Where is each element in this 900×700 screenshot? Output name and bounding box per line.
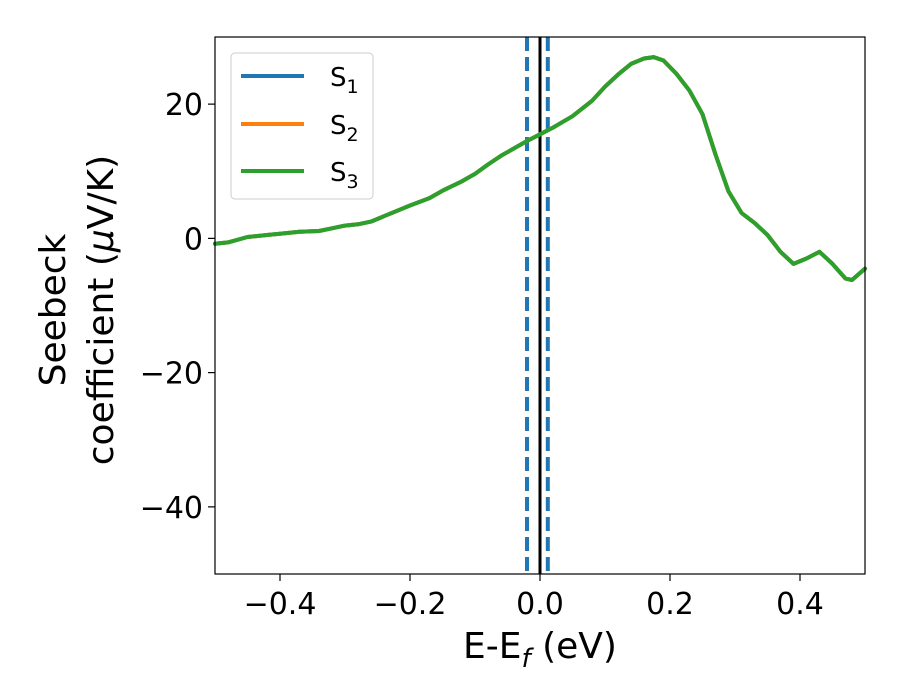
y-tick-label: −20 bbox=[140, 357, 203, 392]
y-axis-label-line1: Seebeck bbox=[33, 233, 74, 386]
y-tick-label: −40 bbox=[140, 491, 203, 526]
series-layer bbox=[213, 55, 867, 282]
y-axis-label: Seebeck coefficient (μV/K) bbox=[33, 155, 122, 465]
legend-label-s2: S2 bbox=[330, 111, 359, 146]
y-tick-label: 0 bbox=[184, 222, 203, 257]
legend-label-s3-sub: 3 bbox=[347, 171, 359, 193]
legend-entry-s3: S3 bbox=[241, 158, 359, 193]
x-tick-label: −0.2 bbox=[374, 587, 447, 622]
legend-label-s1-name: S bbox=[330, 63, 347, 93]
y-axis-label-line2-a: coefficient ( bbox=[81, 252, 122, 465]
y-tick-label: 20 bbox=[165, 88, 203, 123]
legend-label-s1-sub: 1 bbox=[347, 76, 359, 98]
x-axis-label-unit: (eV) bbox=[531, 626, 617, 667]
x-tick-label: 0.0 bbox=[516, 587, 564, 622]
legend-label-s2-name: S bbox=[330, 111, 347, 141]
y-axis-label-line2: coefficient (μV/K) bbox=[81, 155, 122, 465]
legend-label-s1: S1 bbox=[330, 63, 359, 98]
legend-entry-s1: S1 bbox=[241, 63, 359, 98]
legend-label-s3: S3 bbox=[330, 158, 359, 193]
reference-lines bbox=[525, 37, 550, 574]
x-tick-label: 0.4 bbox=[776, 587, 824, 622]
y-axis-label-mu: μ bbox=[81, 229, 122, 253]
y-axis-label-line2-b: V/K) bbox=[81, 155, 122, 229]
legend-label-s2-sub: 2 bbox=[347, 124, 359, 146]
x-axis-ticks: −0.4 −0.2 0.0 0.2 0.4 bbox=[244, 574, 824, 622]
x-axis-label: E-Ef (eV) bbox=[463, 626, 617, 674]
x-tick-label: −0.4 bbox=[244, 587, 317, 622]
legend: S1 S2 S3 bbox=[230, 52, 374, 200]
x-tick-label: 0.2 bbox=[646, 587, 694, 622]
y-axis-ticks: −40 −20 0 20 bbox=[140, 88, 215, 526]
legend-entry-s2: S2 bbox=[241, 111, 359, 146]
legend-label-s3-name: S bbox=[330, 158, 347, 188]
series-line-s3 bbox=[213, 55, 867, 282]
x-axis-label-base: E-E bbox=[463, 626, 521, 667]
